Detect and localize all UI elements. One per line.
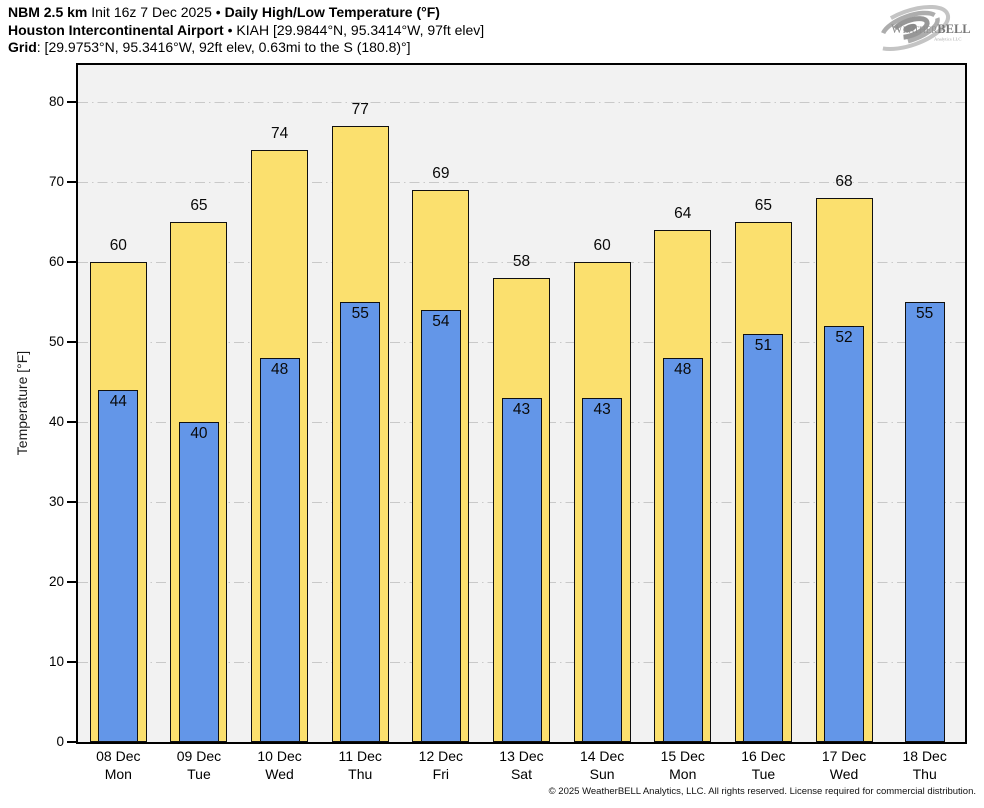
x-axis-date: 18 Dec [902, 748, 947, 764]
x-axis-date: 13 Dec [499, 748, 544, 764]
x-axis-weekday: Mon [669, 765, 697, 782]
x-axis-date: 11 Dec [338, 748, 382, 764]
y-tick-mark [67, 501, 76, 503]
low-value-label: 55 [916, 305, 934, 322]
x-axis-weekday: Tue [187, 765, 211, 782]
low-bar [340, 302, 381, 742]
low-bar [662, 358, 703, 742]
x-axis-day-label: 17 Dec Wed [804, 748, 885, 783]
x-axis-day-label: 09 Dec Tue [159, 748, 240, 783]
x-axis-weekday: Fri [432, 765, 449, 782]
copyright-footer: © 2025 WeatherBELL Analytics, LLC. All r… [548, 786, 976, 797]
y-tick-label: 20 [48, 574, 64, 589]
high-value-label: 74 [270, 124, 289, 142]
low-bar [582, 398, 623, 742]
low-value-label: 54 [432, 313, 450, 330]
x-axis-date: 12 Dec [418, 748, 464, 764]
x-axis-day-label: 11 Dec Thu [320, 748, 401, 783]
gridline [78, 262, 965, 263]
gridline [78, 182, 965, 183]
y-tick-label: 70 [48, 174, 64, 189]
x-axis-date: 09 Dec [176, 748, 222, 764]
y-tick-label: 40 [48, 414, 64, 429]
header-line-grid: Grid: [29.9753°N, 95.3416°W, 92ft elev, … [8, 39, 411, 55]
y-tick-mark [67, 261, 76, 263]
x-axis-weekday: Tue [751, 765, 776, 782]
logo-wordmark: WeatherBELL [891, 22, 971, 36]
x-axis-weekday: Mon [104, 765, 132, 782]
y-tick-label: 60 [48, 254, 64, 269]
low-value-label: 48 [270, 361, 289, 378]
low-bar [904, 302, 945, 742]
y-axis-title: Temperature [°F] [14, 350, 30, 456]
y-tick-label: 80 [48, 94, 64, 109]
x-axis-day-label: 13 Dec Sat [481, 748, 562, 783]
high-value-label: 60 [593, 236, 611, 254]
high-value-label: 68 [835, 172, 853, 190]
x-axis-day-label: 16 Dec Tue [723, 748, 804, 783]
hurricane-swirl-icon: WeatherBELL Analytics LLC [869, 4, 971, 52]
x-axis-weekday: Sat [510, 765, 532, 782]
high-value-label: 60 [109, 236, 127, 254]
x-axis-day-label: 15 Dec Mon [642, 748, 723, 783]
x-axis-day-label: 12 Dec Fri [401, 748, 482, 783]
low-value-label: 43 [512, 401, 531, 418]
high-value-label: 65 [754, 196, 773, 214]
high-value-label: 64 [674, 204, 692, 222]
y-tick-mark [67, 741, 76, 743]
low-bar [501, 398, 542, 742]
high-value-label: 58 [512, 252, 531, 270]
y-tick-mark [67, 181, 76, 183]
y-tick-label: 30 [48, 494, 64, 509]
x-axis-date: 15 Dec [660, 748, 705, 764]
low-bar [420, 310, 461, 742]
x-axis-weekday: Sun [589, 765, 615, 782]
y-tick-mark [67, 421, 76, 423]
low-bar [178, 422, 219, 742]
low-value-label: 48 [674, 361, 692, 378]
chart-header: NBM 2.5 km Init 16z 7 Dec 2025 • Daily H… [8, 4, 484, 57]
x-axis-weekday: Thu [348, 765, 373, 782]
high-value-label: 65 [190, 196, 208, 214]
x-axis-date: 16 Dec [741, 748, 786, 764]
x-axis-date: 10 Dec [257, 748, 302, 764]
y-tick-mark [67, 341, 76, 343]
x-axis-date: 17 Dec [821, 748, 867, 764]
high-value-label: 77 [351, 100, 369, 118]
low-bar [259, 358, 300, 742]
x-axis-weekday: Wed [829, 765, 859, 782]
x-axis-weekday: Thu [912, 765, 937, 782]
low-value-label: 52 [835, 329, 853, 346]
x-axis-day-label: 08 Dec Mon [78, 748, 159, 783]
logo-subtext: Analytics LLC [934, 37, 961, 42]
header-line-title: NBM 2.5 km Init 16z 7 Dec 2025 • Daily H… [8, 4, 440, 20]
low-value-label: 40 [190, 425, 208, 442]
x-axis-day-label: 18 Dec Thu [884, 748, 965, 783]
low-value-label: 43 [593, 401, 611, 418]
x-axis-weekday: Wed [265, 765, 294, 782]
low-value-label: 55 [351, 305, 369, 322]
x-axis-day-label: 10 Dec Wed [239, 748, 320, 783]
y-tick-mark [67, 581, 76, 583]
x-axis-day-label: 14 Dec Sun [562, 748, 643, 783]
high-value-label: 69 [432, 164, 450, 182]
x-axis-date: 08 Dec [96, 748, 141, 764]
plot-area: 60 44 65 40 74 48 77 55 69 54 58 43 60 43 64 48 65 51 68 52… [76, 63, 967, 744]
y-tick-label: 10 [48, 654, 64, 669]
weatherbell-logo: WeatherBELL Analytics LLC [864, 2, 978, 56]
low-bar [98, 390, 139, 742]
low-value-label: 44 [109, 393, 127, 410]
low-value-label: 51 [754, 337, 773, 354]
y-tick-label: 50 [48, 334, 64, 349]
y-tick-mark [67, 101, 76, 103]
x-axis-date: 14 Dec [579, 748, 625, 764]
y-tick-mark [67, 661, 76, 663]
header-line-station: Houston Intercontinental Airport • KIAH … [8, 21, 485, 38]
gridline [78, 102, 965, 103]
low-bar [824, 326, 865, 742]
low-bar [743, 334, 784, 742]
y-tick-label: 0 [56, 734, 64, 749]
